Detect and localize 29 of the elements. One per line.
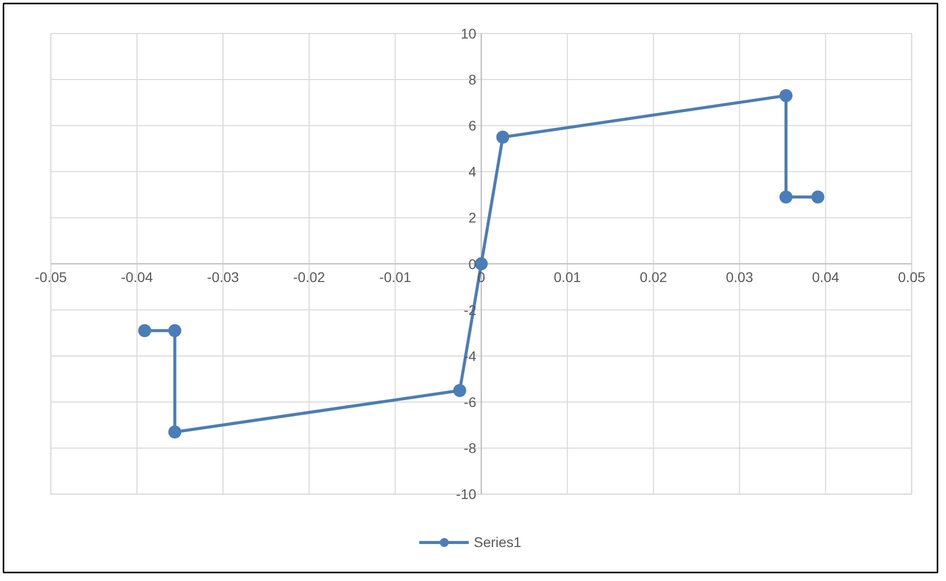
y-tick-label: -8 [464, 440, 476, 456]
point [779, 190, 792, 204]
y-tick-label: 0 [468, 256, 476, 272]
x-tick-label: -0.02 [293, 268, 326, 285]
point [496, 130, 510, 144]
point [474, 257, 488, 270]
point [138, 324, 152, 338]
x-tick-label: 0.05 [898, 268, 926, 285]
y-tick-label: 4 [468, 164, 476, 180]
point [779, 89, 792, 102]
y-tick-label: -10 [456, 486, 476, 502]
y-tick-label: 6 [468, 118, 476, 134]
x-tick-label: -0.05 [34, 268, 68, 285]
x-tick-label: 0.03 [726, 268, 754, 285]
x-tick-label: -0.04 [120, 268, 154, 285]
point [168, 324, 182, 338]
point [453, 384, 466, 397]
x-tick-label: -0.01 [379, 268, 412, 285]
legend-label: Series1 [474, 534, 522, 550]
x-tick-label: 0.01 [554, 268, 582, 285]
x-tick-label: -0.03 [207, 268, 240, 285]
x-tick-label: 0.04 [812, 268, 840, 285]
y-tick-label: -6 [464, 394, 476, 410]
point [811, 190, 824, 204]
y-tick-label: 10 [460, 25, 476, 42]
point [168, 425, 182, 438]
x-tick-label: 0.02 [640, 268, 668, 285]
y-tick-label: 8 [468, 72, 476, 88]
y-tick-label: 2 [468, 210, 476, 226]
